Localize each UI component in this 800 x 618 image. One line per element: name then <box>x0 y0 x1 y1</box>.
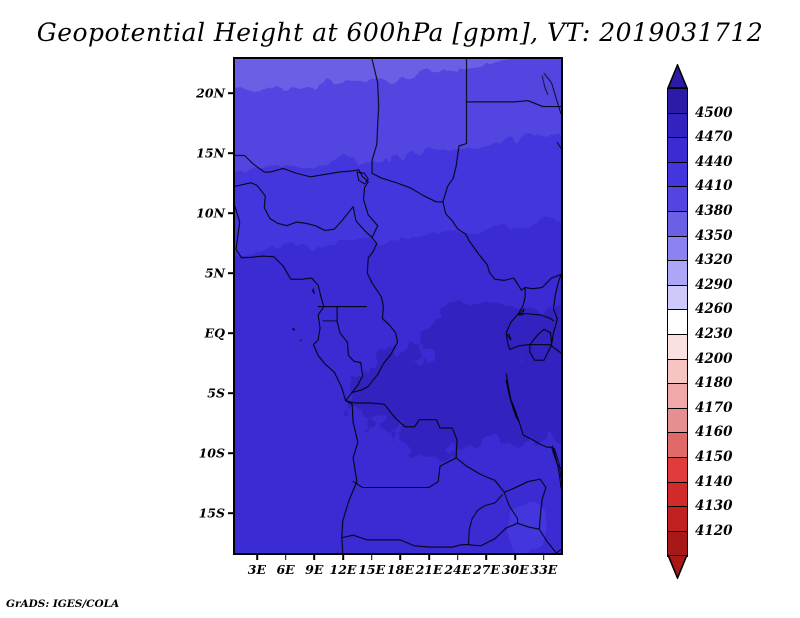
lat-tick-label-10s: 10S <box>198 445 225 461</box>
lat-tick-label-eq: EQ <box>204 325 225 341</box>
lon-tick-label-12e: 12E <box>329 562 357 577</box>
colorbar-band <box>667 506 688 533</box>
colorbar-band <box>667 137 688 164</box>
lon-tick-label-30e: 30E <box>501 562 529 577</box>
attribution-label: GrADS: IGES/COLA <box>6 598 120 610</box>
lat-tick-mark <box>228 212 233 214</box>
colorbar-tick-label-4230: 4230 <box>695 326 733 342</box>
colorbar-band <box>667 358 688 385</box>
geopotential-height-heatmap <box>235 59 561 553</box>
colorbar-band <box>667 334 688 360</box>
lon-tick-mark <box>284 555 287 560</box>
colorbar-extend-low-arrow <box>666 554 689 581</box>
colorbar-tick-label-4290: 4290 <box>695 276 733 293</box>
colorbar-band <box>667 112 688 139</box>
colorbar-tick-label-4410: 4410 <box>695 178 733 195</box>
lat-tick-mark <box>228 512 233 514</box>
lat-tick-mark <box>228 152 233 154</box>
colorbar-tick-label-4380: 4380 <box>695 203 733 219</box>
colorbar-tick-label-4500: 4500 <box>695 104 733 121</box>
lon-tick-mark <box>370 555 373 560</box>
colorbar-band <box>667 235 688 262</box>
colorbar-tick-label-4260: 4260 <box>695 301 733 318</box>
lat-tick-label-5n: 5N <box>204 265 225 281</box>
lat-tick-mark <box>228 452 233 454</box>
lon-tick-label-24e: 24E <box>444 562 472 577</box>
lon-tick-mark <box>256 555 258 560</box>
lat-tick-label-5s: 5S <box>207 385 225 401</box>
lon-tick-mark <box>456 555 459 560</box>
colorbar-tick-label-4350: 4350 <box>695 227 733 244</box>
lon-tick-mark <box>514 555 516 560</box>
page-title: Geopotential Height at 600hPa [gpm], VT:… <box>36 18 764 47</box>
map-plot-area <box>233 57 563 555</box>
colorbar-tick-label-4150: 4150 <box>695 449 733 465</box>
lat-tick-mark <box>228 272 233 274</box>
colorbar-band <box>667 481 688 508</box>
colorbar-band <box>667 383 688 410</box>
lon-tick-mark <box>342 555 344 560</box>
lon-tick-label-15e: 15E <box>358 562 386 577</box>
colorbar-band <box>667 407 688 434</box>
lat-tick-label-15s: 15S <box>198 505 225 521</box>
colorbar-tick-label-4200: 4200 <box>695 350 733 367</box>
lon-tick-mark <box>428 555 430 560</box>
lat-tick-label-20n: 20N <box>196 85 225 101</box>
lon-tick-label-6e: 6E <box>276 562 295 577</box>
lon-tick-label-27e: 27E <box>473 562 500 577</box>
colorbar-band <box>667 161 688 188</box>
colorbar-band <box>667 309 688 336</box>
colorbar-band <box>667 88 688 114</box>
colorbar-band <box>667 432 688 459</box>
colorbar-tick-label-4160: 4160 <box>695 424 733 441</box>
lat-tick-label-10n: 10N <box>196 205 225 221</box>
lon-tick-mark <box>313 555 316 560</box>
lat-tick-mark <box>228 92 233 94</box>
colorbar-tick-label-4140: 4140 <box>695 473 733 490</box>
lon-tick-mark <box>543 555 545 560</box>
colorbar-band <box>667 186 688 213</box>
lon-tick-label-3e: 3E <box>247 562 267 577</box>
colorbar-band <box>667 260 688 287</box>
lon-tick-label-9e: 9E <box>305 562 324 577</box>
colorbar-tick-label-4320: 4320 <box>695 252 733 269</box>
colorbar-tick-label-4130: 4130 <box>695 498 733 515</box>
colorbar-band <box>667 284 688 311</box>
colorbar-tick-label-4440: 4440 <box>695 153 733 170</box>
lon-tick-mark <box>485 555 488 560</box>
colorbar-band <box>667 530 688 557</box>
colorbar-extend-high-arrow <box>666 62 689 89</box>
colorbar-band <box>667 211 688 237</box>
colorbar-tick-label-4180: 4180 <box>695 375 733 392</box>
colorbar-tick-label-4170: 4170 <box>695 399 733 416</box>
lat-tick-mark <box>228 392 233 394</box>
colorbar-tick-label-4120: 4120 <box>695 522 733 539</box>
lon-tick-label-18e: 18E <box>386 562 414 577</box>
lon-tick-mark <box>399 555 402 560</box>
lon-tick-label-21e: 21E <box>415 562 443 577</box>
lat-tick-label-15n: 15N <box>196 145 225 161</box>
colorbar-band <box>667 457 688 483</box>
colorbar-tick-label-4470: 4470 <box>695 129 733 146</box>
lon-tick-label-33e: 33E <box>530 562 558 577</box>
lat-tick-mark <box>228 332 233 334</box>
